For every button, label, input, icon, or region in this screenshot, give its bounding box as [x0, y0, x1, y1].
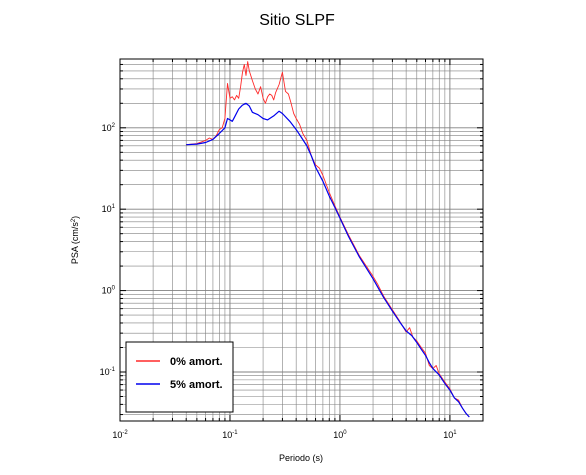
series-group	[186, 61, 470, 418]
grid	[119, 58, 484, 421]
y-tick-labels: 10-1 100 101 102	[100, 123, 116, 377]
plot-frame	[119, 58, 484, 422]
x-tick-label: 10-1	[222, 430, 238, 440]
chart-title: Sitio SLPF	[259, 12, 335, 29]
legend-box	[125, 341, 234, 413]
x-tick-label: 101	[443, 430, 457, 440]
x-tick-label: 100	[333, 430, 347, 440]
x-tick-label: 10-2	[112, 430, 128, 440]
x-axis-label: Periodo (s)	[279, 453, 323, 463]
axis-ticks	[119, 58, 484, 421]
x-tick-labels: 10-2 10-1 100 101	[112, 430, 457, 440]
legend-label-5pct: 5% amort.	[170, 379, 223, 391]
y-axis-label-main: PSA (cm/s	[70, 222, 80, 265]
legend: 0% amort. 5% amort.	[125, 341, 234, 413]
series-line-0pct	[186, 61, 470, 418]
series-line-5pct	[186, 102, 470, 418]
y-tick-label: 101	[102, 204, 116, 214]
y-tick-label: 102	[102, 123, 116, 133]
y-axis-label-sup: 2	[71, 218, 77, 222]
y-axis-label-end: )	[70, 216, 80, 219]
legend-label-0pct: 0% amort.	[170, 356, 223, 368]
y-axis-label: PSA (cm/s2)	[70, 216, 80, 264]
y-tick-label: 10-1	[100, 367, 116, 377]
y-tick-label: 100	[102, 286, 116, 296]
